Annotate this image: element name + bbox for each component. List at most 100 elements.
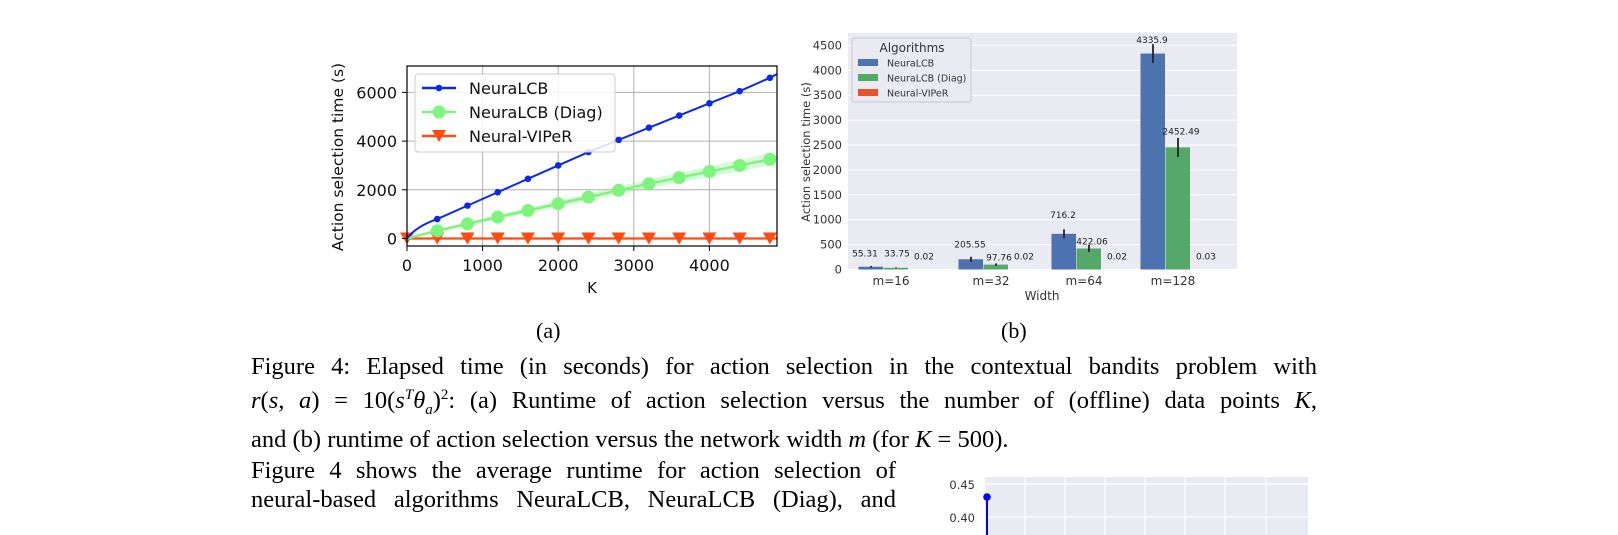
legend-entry-label: Neural-VIPeR	[887, 89, 949, 100]
diag-marker-icon	[491, 210, 505, 224]
y-axis-label: Action selection time (s)	[799, 82, 813, 222]
diag-marker-icon	[551, 197, 565, 211]
neuralcb-marker-icon	[645, 124, 653, 132]
diag-marker-icon	[460, 217, 474, 231]
bar	[1140, 53, 1165, 270]
x-tick-label: 3000	[613, 256, 654, 275]
diag-marker-icon	[612, 183, 626, 197]
legend-entry-label: NeuraLCB	[887, 59, 934, 70]
chart-b-legend: Algorithms NeuraLCB NeuraLCB (Diag) Neural-…	[851, 37, 972, 103]
x-tick-label: m=128	[1151, 274, 1196, 288]
x-tick-label: m=16	[872, 274, 909, 288]
legend-title: Algorithms	[879, 41, 944, 55]
y-tick-label: 2000	[356, 181, 397, 200]
subfigure-b-label: (b)	[1001, 318, 1027, 343]
y-tick-label: 0	[387, 230, 397, 249]
body-line-1: Figure 4 shows the average runtime for a…	[251, 457, 896, 484]
neuralcb-marker-icon	[524, 175, 532, 183]
x-tick-label: 2000	[538, 256, 579, 275]
caption-line-3: and (b) runtime of action selection vers…	[251, 425, 1317, 454]
chart-c-partial: 0.45 0.40	[949, 477, 1308, 535]
caption-line-3-mid: (for	[866, 426, 916, 454]
chart-a-legend: NeuraLCB NeuraLCB (Diag) Neural-VIPeR	[414, 73, 616, 153]
bar-value-label: 4335.9	[1136, 36, 1168, 46]
y-tick-label: 4000	[356, 132, 397, 151]
viper-marker-icon	[460, 232, 475, 245]
neuralcb-marker-icon	[433, 215, 441, 223]
bar	[883, 267, 908, 270]
neuralcb-marker-icon	[706, 100, 713, 107]
data-point-marker-icon	[983, 493, 991, 501]
subfigure-a-label: (a)	[536, 318, 561, 343]
caption-line-2-text: : (a) Runtime of action selection versus…	[448, 387, 1295, 415]
bar	[1165, 147, 1190, 270]
viper-marker-icon	[702, 232, 717, 245]
diag-marker-icon	[430, 224, 444, 238]
neuralcb-marker-icon	[494, 188, 502, 196]
body-line-2: neural-based algorithms NeuraLCB, NeuraL…	[251, 486, 896, 513]
y-tick-label: 0	[835, 263, 842, 277]
bar	[958, 259, 983, 270]
y-tick-label: 1000	[813, 213, 842, 227]
viper-marker-icon	[611, 232, 626, 245]
legend-entry-label: NeuraLCB (Diag)	[887, 74, 966, 85]
viper-marker-icon	[762, 232, 777, 245]
y-tick-label: 2500	[813, 138, 842, 152]
diag-marker-icon	[521, 203, 535, 217]
diag-marker-icon	[581, 190, 595, 204]
neuralcb-marker-icon	[675, 112, 683, 119]
x-tick-label: 1000	[462, 256, 503, 275]
neuralcb-marker-icon	[554, 162, 562, 169]
y-tick-label: 1500	[813, 188, 842, 202]
neuralcb-marker-icon	[766, 74, 774, 82]
caption-line-1: Figure 4: Elapsed time (in seconds) for …	[251, 353, 1317, 380]
y-tick-label: 4000	[813, 63, 842, 77]
bar-value-label: 716.2	[1050, 211, 1076, 221]
bar-value-label: 0.02	[1107, 253, 1127, 263]
diag-marker-icon	[702, 165, 716, 179]
bar-value-label: 205.55	[954, 240, 986, 250]
y-tick-label: 500	[820, 238, 842, 252]
bar-value-label: 0.02	[1014, 253, 1034, 263]
bar	[983, 264, 1008, 270]
diag-marker-icon	[672, 171, 686, 185]
y-tick-label: 3000	[813, 113, 842, 127]
diag-marker-icon	[733, 158, 747, 172]
figure-caption: Figure 4: Elapsed time (in seconds) for …	[251, 352, 1317, 454]
bar-value-label: 0.03	[1196, 253, 1216, 263]
chart-b: 0 500 1000 1500 2000 2500 3000 3500 4000 4500 55.3…	[799, 33, 1237, 303]
caption-var-K: K	[1294, 387, 1311, 415]
legend-entry-label: NeuraLCB (Diag)	[469, 103, 603, 122]
viper-marker-icon	[641, 232, 656, 245]
y-tick-label: 6000	[356, 83, 397, 102]
y-tick-label: 0.45	[949, 478, 975, 492]
bar-value-label: 97.76	[986, 254, 1012, 264]
legend-entry-label: Neural-VIPeR	[469, 127, 572, 146]
bar-value-label: 2452.49	[1162, 127, 1199, 137]
bar	[858, 266, 883, 270]
viper-marker-icon	[732, 232, 747, 245]
bar-value-label: 33.75	[884, 250, 910, 260]
caption-line-3-text: and (b) runtime of action selection vers…	[251, 426, 849, 454]
x-tick-label: m=64	[1065, 274, 1102, 288]
x-tick-label: 0	[402, 256, 412, 275]
bar-value-label: 422.06	[1076, 237, 1108, 247]
x-axis-label: Width	[1025, 289, 1060, 303]
y-tick-label: 2000	[813, 163, 842, 177]
legend-entry-label: NeuraLCB	[469, 79, 548, 98]
viper-marker-icon	[490, 232, 505, 245]
neuralcb-marker-icon	[615, 136, 622, 144]
viper-marker-icon	[520, 232, 535, 245]
caption-line-3-end: = 500).	[931, 426, 1009, 454]
y-tick-label: 4500	[813, 38, 842, 52]
neuralcb-marker-icon	[464, 202, 471, 209]
bar	[1051, 233, 1076, 270]
neuralcb-marker-icon	[736, 87, 743, 95]
caption-var-K-2: K	[915, 426, 932, 454]
y-tick-label: 3500	[813, 88, 842, 102]
diag-marker-icon	[763, 152, 777, 166]
caption-line-2: r(s, a) = 10(sTθa)2: (a) Runtime of acti…	[251, 387, 1317, 419]
y-axis-label: Action selection time (s)	[329, 63, 347, 251]
chart-a: 0 1000 2000 3000 4000 0 2000 4000 6000 K Action se…	[329, 63, 778, 297]
viper-marker-icon	[581, 232, 596, 245]
